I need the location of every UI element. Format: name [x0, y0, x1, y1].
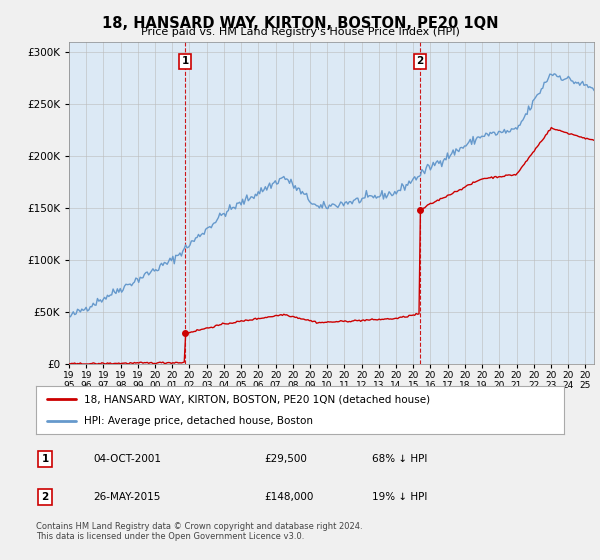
Text: 1: 1 — [41, 454, 49, 464]
Text: 18, HANSARD WAY, KIRTON, BOSTON, PE20 1QN (detached house): 18, HANSARD WAY, KIRTON, BOSTON, PE20 1Q… — [83, 394, 430, 404]
Text: 18, HANSARD WAY, KIRTON, BOSTON, PE20 1QN: 18, HANSARD WAY, KIRTON, BOSTON, PE20 1Q… — [102, 16, 498, 31]
Text: 2: 2 — [41, 492, 49, 502]
Text: £148,000: £148,000 — [264, 492, 313, 502]
Text: 26-MAY-2015: 26-MAY-2015 — [93, 492, 160, 502]
Text: 68% ↓ HPI: 68% ↓ HPI — [372, 454, 427, 464]
Text: 1: 1 — [182, 57, 189, 67]
Text: HPI: Average price, detached house, Boston: HPI: Average price, detached house, Bost… — [83, 416, 313, 426]
Text: Price paid vs. HM Land Registry's House Price Index (HPI): Price paid vs. HM Land Registry's House … — [140, 27, 460, 37]
Text: Contains HM Land Registry data © Crown copyright and database right 2024.
This d: Contains HM Land Registry data © Crown c… — [36, 522, 362, 542]
Text: £29,500: £29,500 — [264, 454, 307, 464]
Text: 2: 2 — [416, 57, 424, 67]
Text: 04-OCT-2001: 04-OCT-2001 — [93, 454, 161, 464]
Text: 19% ↓ HPI: 19% ↓ HPI — [372, 492, 427, 502]
